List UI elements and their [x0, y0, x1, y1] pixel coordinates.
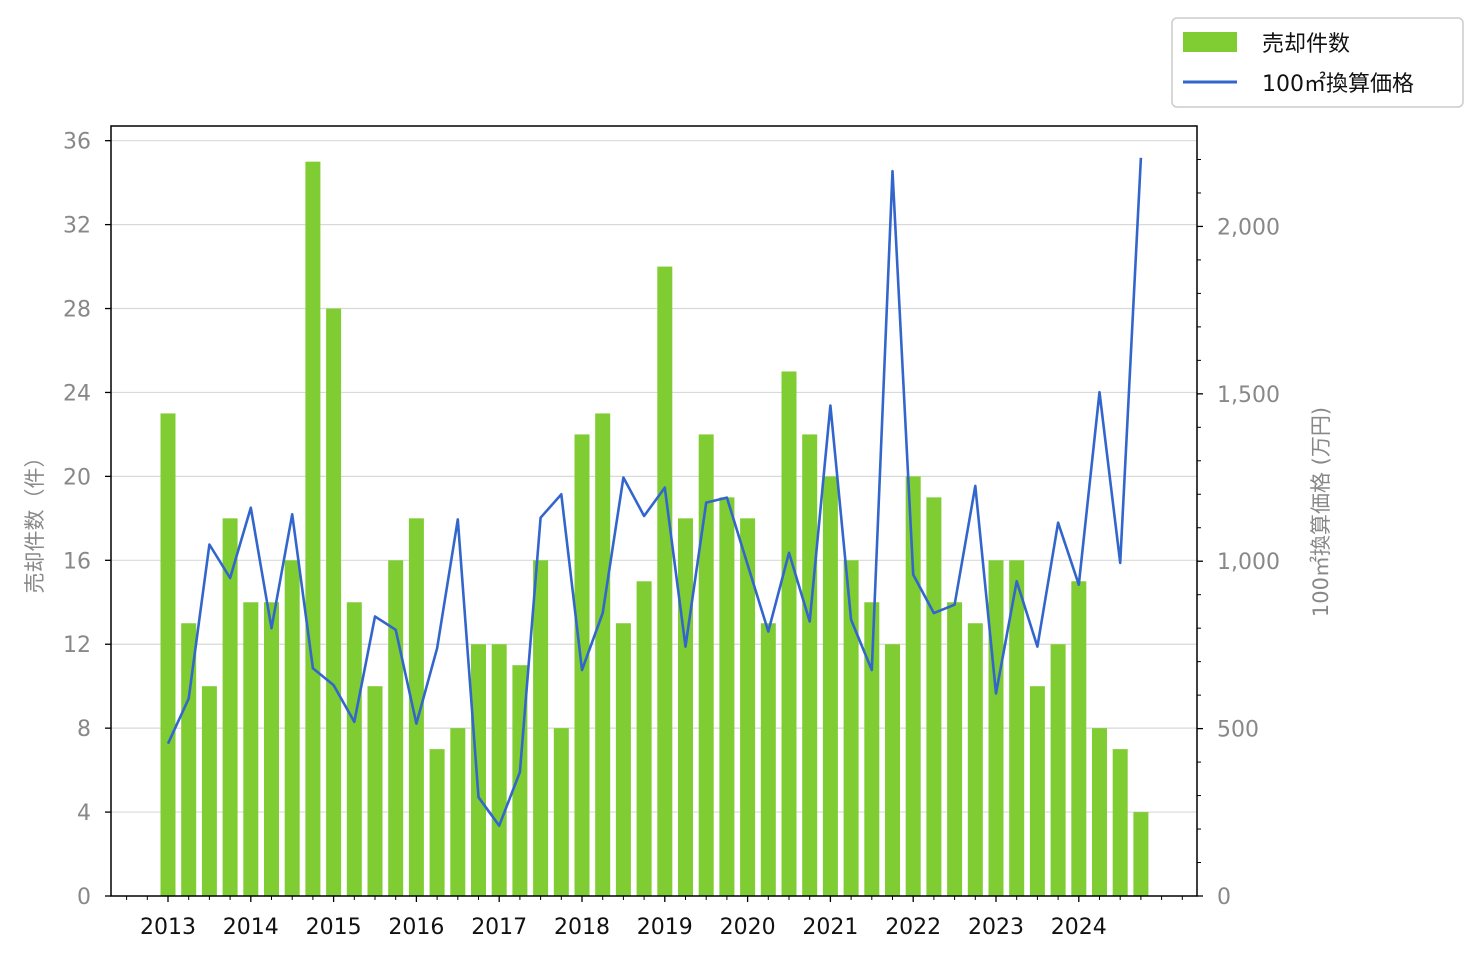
bar — [967, 623, 983, 896]
legend: 売却件数 100㎡換算価格 — [1171, 17, 1464, 108]
x-axis-ticks: 2013 2014 2015 2016 2017 2018 2019 2020 2021 2022… — [126, 896, 1183, 940]
x-tick-label: 2019 — [637, 915, 693, 940]
bar — [988, 560, 1004, 896]
bar — [243, 602, 259, 896]
bar — [719, 497, 735, 896]
bar — [760, 623, 776, 896]
left-tick-label: 36 — [63, 130, 91, 155]
left-tick-label: 8 — [77, 717, 91, 742]
x-tick-label: 2021 — [802, 915, 858, 940]
bar — [181, 623, 197, 896]
right-axis-ticks: 0 500 1,000 1,500 2,000 — [1197, 158, 1280, 910]
bar — [450, 728, 466, 896]
bar — [160, 413, 176, 896]
bar — [284, 560, 300, 896]
x-tick-label: 2014 — [223, 915, 279, 940]
price-line — [166, 157, 1143, 828]
left-axis-ticks: 0 4 8 12 16 20 24 28 32 36 — [63, 130, 111, 910]
left-tick-label: 0 — [77, 885, 91, 910]
bar — [305, 161, 321, 896]
plot-frame — [110, 125, 1198, 897]
x-tick-label: 2016 — [388, 915, 444, 940]
legend-line-label: 100㎡換算価格 — [1262, 71, 1414, 97]
bar — [678, 518, 693, 896]
bar — [947, 602, 963, 896]
right-tick-label: 0 — [1217, 885, 1231, 910]
x-tick-label: 2020 — [720, 915, 776, 940]
right-tick-label: 500 — [1217, 718, 1259, 743]
bar — [843, 560, 859, 896]
x-tick-label: 2023 — [968, 915, 1024, 940]
bar — [905, 476, 921, 896]
bar — [326, 308, 342, 896]
bar — [636, 581, 652, 896]
legend-bar-label: 売却件数 — [1262, 32, 1350, 57]
bar — [264, 602, 279, 896]
bar — [698, 434, 714, 896]
bar — [1029, 686, 1045, 896]
bar — [740, 518, 756, 896]
right-tick-label: 1,500 — [1217, 383, 1280, 408]
right-axis-title: 100㎡換算価格 (万円) — [1309, 407, 1333, 617]
left-tick-label: 16 — [63, 549, 91, 574]
left-tick-label: 28 — [63, 298, 91, 323]
bar — [1112, 749, 1128, 896]
bar — [201, 686, 217, 896]
bar — [781, 371, 797, 897]
bar — [802, 434, 818, 896]
bar — [657, 266, 673, 896]
left-tick-label: 4 — [77, 801, 91, 826]
bar — [1009, 560, 1025, 896]
bar — [1092, 728, 1107, 896]
bar — [367, 686, 383, 896]
x-tick-label: 2017 — [471, 915, 527, 940]
x-tick-label: 2015 — [306, 915, 362, 940]
bar — [533, 560, 549, 896]
x-tick-label: 2018 — [554, 915, 610, 940]
bar — [1133, 812, 1149, 896]
bar — [615, 623, 631, 896]
legend-bar-swatch — [1183, 32, 1237, 52]
bar — [429, 749, 445, 896]
bar — [553, 728, 569, 896]
right-tick-label: 1,000 — [1217, 550, 1280, 575]
bar — [885, 644, 900, 896]
bar — [1050, 644, 1066, 896]
bar — [864, 602, 880, 896]
bar — [491, 644, 507, 896]
bar — [471, 644, 486, 896]
line-series — [166, 157, 1143, 828]
left-tick-label: 20 — [63, 465, 91, 490]
bar — [926, 497, 942, 896]
bar — [222, 518, 238, 896]
left-tick-label: 32 — [63, 214, 91, 239]
left-tick-label: 24 — [63, 381, 91, 406]
left-tick-label: 12 — [63, 633, 91, 658]
x-tick-label: 2024 — [1051, 915, 1107, 940]
bar-series — [160, 161, 1149, 897]
plot-border — [110, 125, 1198, 897]
bar — [408, 518, 424, 896]
bar — [1071, 581, 1087, 896]
bar — [388, 560, 404, 896]
bar — [595, 413, 611, 896]
right-tick-label: 2,000 — [1217, 215, 1280, 240]
left-axis-title: 売却件数（件） — [23, 447, 47, 594]
bar — [822, 476, 838, 896]
x-tick-label: 2013 — [140, 915, 196, 940]
x-tick-label: 2022 — [885, 915, 941, 940]
bar — [346, 602, 362, 896]
legend-box — [1171, 17, 1464, 108]
